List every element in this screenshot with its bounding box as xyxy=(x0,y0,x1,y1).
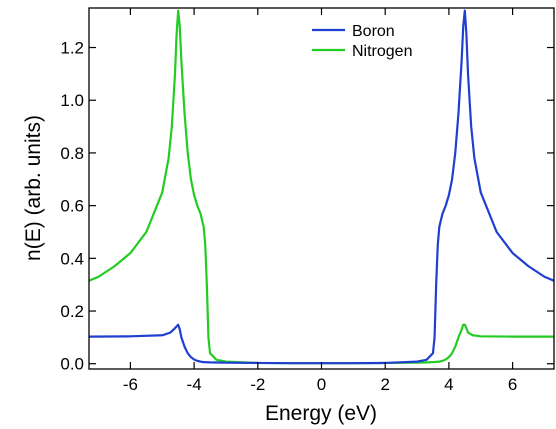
y-tick-label-6: 1.2 xyxy=(60,39,84,58)
series-line-nitrogen xyxy=(89,9,554,365)
y-tick-label-0: 0.0 xyxy=(60,355,84,374)
x-tick-label-3: 0 xyxy=(317,375,326,394)
y-tick-label-2: 0.4 xyxy=(60,249,84,268)
y-tick-label-4: 0.8 xyxy=(60,144,84,163)
series-line-boron xyxy=(89,9,554,365)
legend-label-boron: Boron xyxy=(352,23,395,40)
legend-label-nitrogen: Nitrogen xyxy=(352,43,412,60)
x-tick-label-0: -6 xyxy=(123,375,138,394)
legend: Boron Nitrogen xyxy=(312,23,412,60)
x-tick-label-5: 4 xyxy=(444,375,453,394)
y-tick-label-5: 1.0 xyxy=(60,91,84,110)
plot-frame xyxy=(88,7,555,370)
y-axis-title: n(E) (arb. units) xyxy=(22,115,45,261)
x-tick-label-4: 2 xyxy=(380,375,389,394)
x-tick-label-2: -2 xyxy=(250,375,265,394)
x-axis-title: Energy (eV) xyxy=(265,402,377,425)
y-tick-label-1: 0.2 xyxy=(60,302,84,321)
y-tick-label-3: 0.6 xyxy=(60,197,84,216)
x-tick-label-6: 6 xyxy=(508,375,517,394)
x-tick-label-1: -4 xyxy=(187,375,202,394)
